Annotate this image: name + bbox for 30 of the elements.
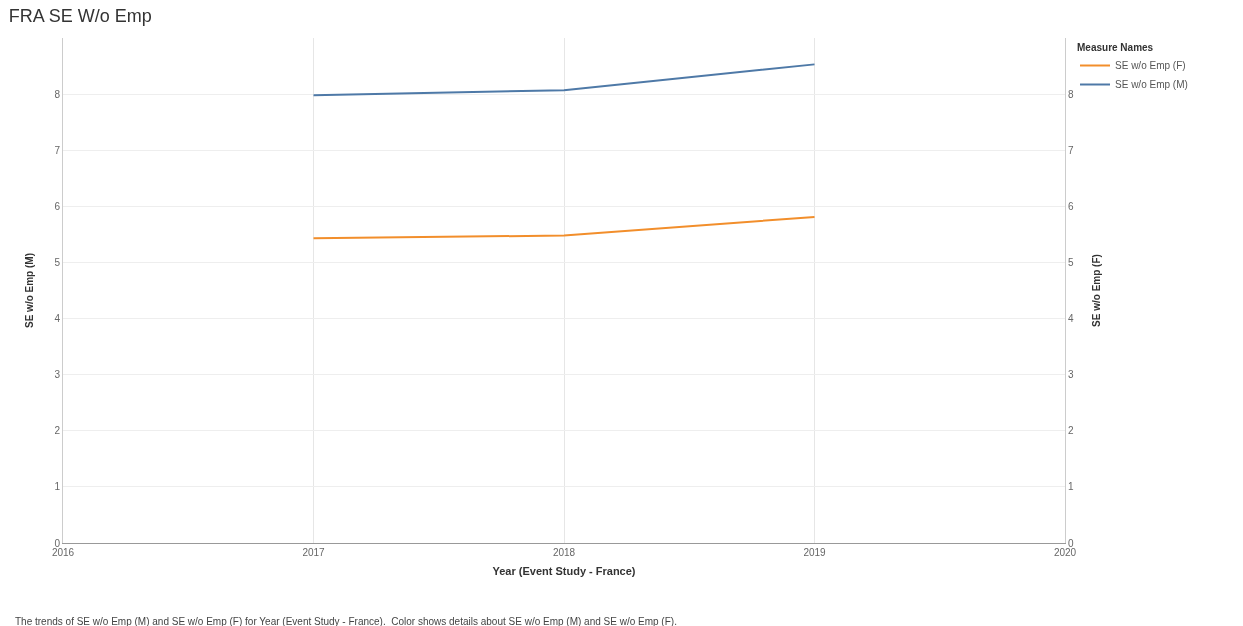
- y2-tick-label: 7: [1068, 144, 1074, 156]
- y-tick-label: 3: [54, 369, 61, 381]
- x-axis-title: Year (Event Study - France): [492, 565, 636, 578]
- x-tick-label: 2019: [803, 547, 827, 558]
- x-tick-label: 2017: [302, 547, 326, 558]
- chart-title: FRA SE W/o Emp: [8, 5, 152, 26]
- legend-title: Measure Names: [1077, 42, 1154, 53]
- x-tick-label: 2016: [51, 547, 75, 558]
- y2-tick-label: 1: [1068, 481, 1074, 493]
- y2-axis-title: SE w/o Emp (F): [1091, 254, 1102, 327]
- y2-tick-label: 0: [1068, 537, 1074, 549]
- y-tick-label: 6: [54, 200, 61, 212]
- y-axis-title: SE w/o Emp (M): [24, 253, 35, 328]
- y2-tick-label: 6: [1068, 200, 1074, 212]
- y-tick-label: 4: [54, 313, 61, 325]
- y-tick-label: 7: [54, 144, 61, 156]
- y2-tick-label: 5: [1068, 256, 1074, 268]
- x-tick-label: 2018: [552, 547, 576, 558]
- y2-tick-label: 8: [1068, 88, 1074, 100]
- y-tick-label: 8: [54, 88, 61, 100]
- y2-tick-label: 3: [1068, 369, 1074, 381]
- y-tick-label: 1: [54, 481, 61, 493]
- legend-label: SE w/o Emp (M): [1115, 79, 1188, 91]
- legend-label: SE w/o Emp (F): [1115, 60, 1186, 72]
- y-tick-label: 5: [54, 256, 61, 268]
- y2-tick-label: 2: [1068, 425, 1074, 437]
- x-tick-label: 2020: [1053, 547, 1077, 558]
- y2-tick-label: 4: [1068, 313, 1074, 325]
- y-tick-label: 0: [54, 537, 61, 549]
- y-tick-label: 2: [54, 425, 61, 437]
